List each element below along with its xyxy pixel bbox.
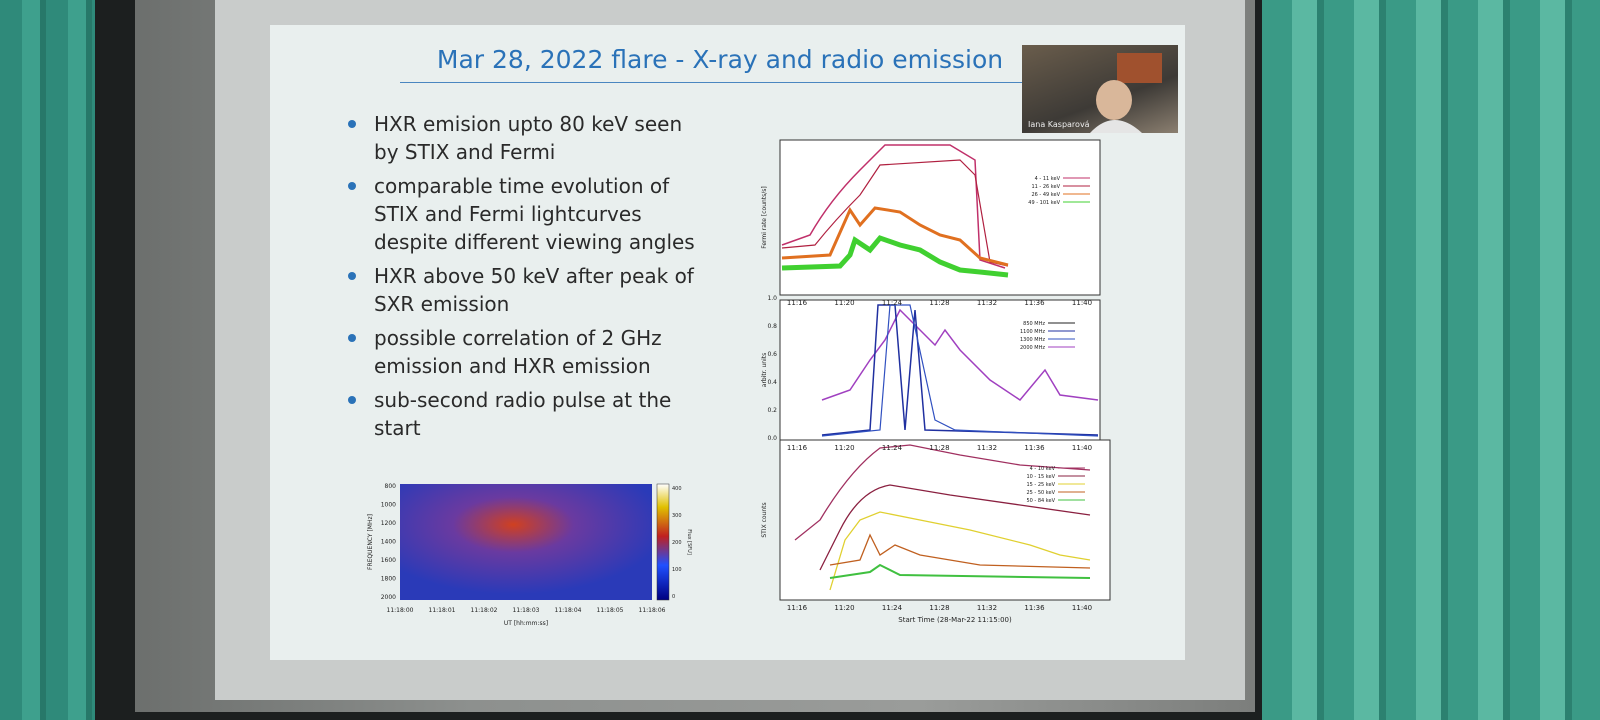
y-tick-label: 1800: [381, 576, 396, 583]
legend-label: 4 - 11 keV: [1035, 176, 1061, 182]
x-tick-label: 11:28: [929, 604, 949, 612]
legend-label: 25 - 50 keV: [1026, 490, 1055, 496]
x-tick-label: 11:18:00: [387, 607, 414, 614]
x-tick-label: 11:28: [929, 444, 949, 452]
x-tick-label: 11:40: [1072, 444, 1092, 452]
curve: [829, 511, 1091, 591]
x-tick-label: 11:18:02: [471, 607, 498, 614]
x-tick-label: 11:20: [834, 444, 854, 452]
x-tick-label: 11:36: [1024, 604, 1045, 612]
y-tick-label: 0.4: [767, 379, 777, 386]
legend-label: 49 - 101 keV: [1028, 200, 1060, 206]
x-tick-label: 11:24: [882, 299, 903, 307]
curve: [781, 144, 1006, 269]
colorbar: [656, 483, 670, 601]
colorbar-tick-label: 300: [672, 513, 682, 519]
x-tick-label: 11:32: [977, 299, 997, 307]
axis-label: STIX counts: [761, 502, 768, 537]
curve: [781, 235, 1009, 278]
y-tick-label: 0.6: [767, 351, 777, 358]
legend-label: 10 - 15 keV: [1026, 474, 1055, 480]
colorbar-tick-label: 0: [672, 594, 675, 600]
x-tick-label: 11:18:04: [555, 607, 582, 614]
curve: [821, 308, 1099, 401]
spectrogram-image: [400, 484, 652, 600]
y-tick-label: 1.0: [767, 295, 777, 302]
x-tick-label: 11:36: [1024, 444, 1045, 452]
legend-label: 50 - 84 keV: [1026, 498, 1055, 504]
x-tick-label: 11:36: [1024, 299, 1045, 307]
legend-label: 850 MHz: [1023, 321, 1045, 327]
x-tick-label: 11:28: [929, 299, 949, 307]
x-tick-label: 11:40: [1072, 299, 1092, 307]
curve: [794, 444, 1091, 541]
y-tick-label: 800: [385, 483, 397, 490]
x-tick-label: 11:20: [834, 299, 854, 307]
x-tick-label: 11:18:05: [597, 607, 624, 614]
y-tick-label: 2000: [381, 594, 396, 601]
x-tick-label: 11:24: [882, 604, 903, 612]
x-tick-label: 11:18:06: [639, 607, 666, 614]
title-rule: [400, 82, 1050, 83]
curve: [821, 304, 1099, 436]
curve: [819, 484, 1091, 571]
axis-label: Start Time (28-Mar-22 11:15:00): [898, 616, 1012, 624]
x-tick-label: 11:18:01: [429, 607, 456, 614]
axis-label: UT [hh:mm:ss]: [504, 620, 548, 627]
legend-label: 1100 MHz: [1020, 329, 1045, 335]
colorbar-tick-label: 400: [672, 486, 682, 492]
curve: [829, 563, 1091, 579]
legend-label: 15 - 25 keV: [1026, 482, 1055, 488]
axis-label: FREQUENCY [MHz]: [367, 514, 374, 570]
y-tick-label: 0.0: [767, 435, 777, 442]
y-tick-label: 0.2: [767, 407, 777, 414]
axis-label: Flux [SFU]: [686, 529, 692, 555]
y-tick-label: 1200: [381, 520, 396, 527]
bullet: comparable time evolution of STIX and Fe…: [342, 172, 712, 256]
legend-label: 11 - 26 keV: [1031, 184, 1060, 190]
bullet: possible correlation of 2 GHz emission a…: [342, 324, 712, 380]
colorbar-tick-label: 100: [672, 567, 682, 573]
x-tick-label: 11:20: [834, 604, 854, 612]
participant-name: Iana Kasparová: [1028, 120, 1090, 129]
y-tick-label: 1000: [381, 502, 396, 509]
legend-label: 2000 MHz: [1020, 345, 1045, 351]
axis-label: arbitr. units: [761, 353, 768, 387]
radio-panel: [779, 299, 1101, 441]
x-tick-label: 11:40: [1072, 604, 1092, 612]
slide-title: Mar 28, 2022 flare - X-ray and radio emi…: [436, 45, 1004, 74]
curve: [781, 206, 1009, 267]
x-tick-label: 11:16: [787, 444, 808, 452]
curve: [821, 304, 1099, 437]
bullet-list: HXR emision upto 80 keV seen by STIX and…: [342, 110, 712, 448]
y-tick-label: 1600: [381, 557, 396, 564]
fermi-panel: [779, 139, 1101, 296]
x-tick-label: 11:18:03: [513, 607, 540, 614]
legend-label: 26 - 49 keV: [1031, 192, 1060, 198]
curtain: [1262, 0, 1600, 720]
x-tick-label: 11:16: [787, 299, 808, 307]
curve: [829, 533, 1091, 569]
speaker: [1090, 53, 1162, 133]
x-tick-label: 11:32: [977, 604, 997, 612]
axis-label: Fermi rate [counts/s]: [761, 186, 768, 249]
legend-label: 4 - 10 keV: [1030, 466, 1056, 472]
curve: [781, 159, 1009, 267]
bullet: sub-second radio pulse at the start: [342, 386, 712, 442]
x-tick-label: 11:16: [787, 604, 808, 612]
y-tick-label: 1400: [381, 539, 396, 546]
video-tile: Iana Kasparová: [1022, 45, 1178, 133]
bullet: HXR above 50 keV after peak of SXR emiss…: [342, 262, 712, 318]
x-tick-label: 11:24: [882, 444, 903, 452]
legend-label: 1300 MHz: [1020, 337, 1045, 343]
y-tick-label: 0.8: [767, 323, 777, 330]
bullet: HXR emision upto 80 keV seen by STIX and…: [342, 110, 712, 166]
colorbar-tick-label: 200: [672, 540, 682, 546]
x-tick-label: 11:32: [977, 444, 997, 452]
